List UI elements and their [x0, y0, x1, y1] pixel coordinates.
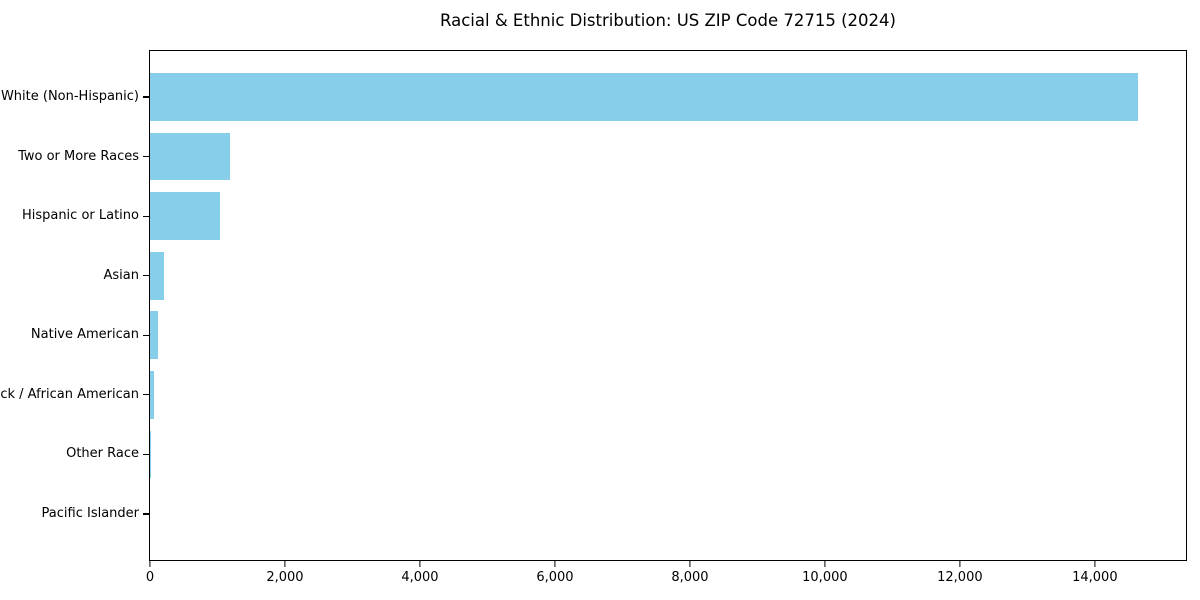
x-tick-label: 10,000 [802, 570, 848, 585]
x-tick-mark [149, 561, 151, 567]
x-tick-mark [284, 561, 286, 567]
x-tick-label: 14,000 [1072, 570, 1118, 585]
bar-white-non-hispanic [150, 73, 1139, 121]
y-tick-label: Black / African American [0, 386, 139, 402]
y-tick-label: Two or More Races [18, 148, 139, 164]
bar-asian [150, 251, 165, 300]
x-tick-label: 4,000 [401, 570, 439, 585]
y-tick-label: Native American [30, 327, 139, 343]
bar-two-or-more-races [150, 132, 231, 181]
y-tick-mark [143, 453, 149, 455]
bar-native-american [150, 311, 159, 360]
bar-hispanic-or-latino [150, 192, 221, 240]
y-tick-label: Hispanic or Latino [21, 208, 139, 224]
y-tick-mark [143, 513, 149, 515]
y-tick-mark [143, 96, 149, 98]
x-tick-mark [689, 561, 691, 567]
y-tick-label: Other Race [66, 446, 139, 462]
y-tick-label: White (Non-Hispanic) [0, 89, 139, 105]
x-tick-mark [554, 561, 556, 567]
y-tick-mark [143, 394, 149, 396]
y-tick-mark [143, 156, 149, 158]
x-tick-label: 8,000 [671, 570, 709, 585]
y-tick-mark [143, 275, 149, 277]
x-tick-mark [1094, 561, 1096, 567]
y-tick-label: Asian [103, 267, 139, 283]
x-tick-label: 0 [145, 570, 155, 585]
x-tick-label: 12,000 [937, 570, 983, 585]
y-tick-label: Pacific Islander [41, 505, 139, 521]
y-axis: White (Non-Hispanic) Two or More Races His… [0, 50, 149, 561]
x-tick-mark [824, 561, 826, 567]
chart-title: Racial & Ethnic Distribution: US ZIP Cod… [440, 11, 896, 30]
bar-other-race [150, 430, 151, 479]
x-tick-mark [419, 561, 421, 567]
x-tick-label: 6,000 [536, 570, 574, 585]
x-tick-label: 2,000 [266, 570, 304, 585]
bar-black-african-american [150, 371, 155, 419]
plot-area: 0 2,000 4,000 6,000 8,000 10,000 12,000 14,000 [146, 50, 1187, 585]
y-tick-mark [143, 215, 149, 217]
y-tick-mark [143, 334, 149, 336]
x-tick-mark [959, 561, 961, 567]
